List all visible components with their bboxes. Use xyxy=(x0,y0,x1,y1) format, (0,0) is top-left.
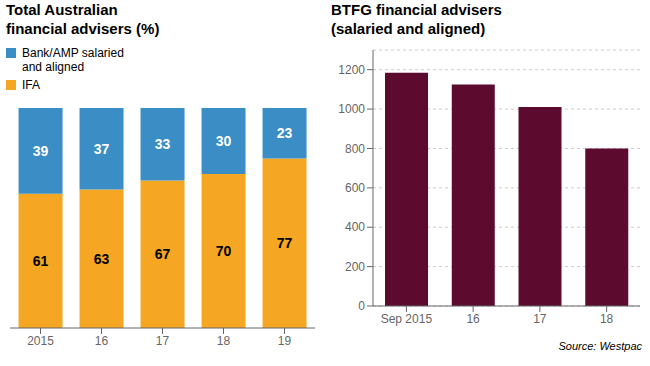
svg-text:18: 18 xyxy=(217,334,231,348)
svg-text:600: 600 xyxy=(345,181,365,195)
svg-text:77: 77 xyxy=(277,235,293,251)
svg-text:17: 17 xyxy=(156,334,170,348)
svg-text:17: 17 xyxy=(533,312,547,326)
svg-text:400: 400 xyxy=(345,220,365,234)
html-text:Bank/AMP salaried: Bank/AMP salaried xyxy=(22,46,124,60)
html-text:financial advisers (%): financial advisers (%) xyxy=(6,20,160,37)
svg-text:1200: 1200 xyxy=(338,63,365,77)
svg-text:200: 200 xyxy=(345,260,365,274)
svg-text:37: 37 xyxy=(94,141,110,157)
html-text:BTFG financial advisers: BTFG financial advisers xyxy=(331,1,502,18)
html-text:(salaried and aligned): (salaried and aligned) xyxy=(331,20,486,37)
svg-text:0: 0 xyxy=(358,299,365,313)
svg-text:16: 16 xyxy=(95,334,109,348)
svg-text:23: 23 xyxy=(277,125,293,141)
svg-text:61: 61 xyxy=(33,253,49,269)
svg-text:18: 18 xyxy=(600,312,614,326)
svg-text:800: 800 xyxy=(345,142,365,156)
html-text:Total Australian: Total Australian xyxy=(6,1,118,18)
svg-text:67: 67 xyxy=(155,246,171,262)
svg-text:2015: 2015 xyxy=(27,334,54,348)
html-text:Source: Westpac: Source: Westpac xyxy=(558,340,642,352)
svg-text:63: 63 xyxy=(94,251,110,267)
svg-text:16: 16 xyxy=(466,312,480,326)
svg-text:19: 19 xyxy=(278,334,292,348)
html-text:and aligned: and aligned xyxy=(22,60,85,74)
svg-text:39: 39 xyxy=(33,143,49,159)
svg-text:1000: 1000 xyxy=(338,102,365,116)
svg-text:Sep 2015: Sep 2015 xyxy=(381,312,433,326)
svg-text:30: 30 xyxy=(216,133,232,149)
svg-text:70: 70 xyxy=(216,243,232,259)
html-text:IFA: IFA xyxy=(22,78,40,92)
svg-text:33: 33 xyxy=(155,136,171,152)
